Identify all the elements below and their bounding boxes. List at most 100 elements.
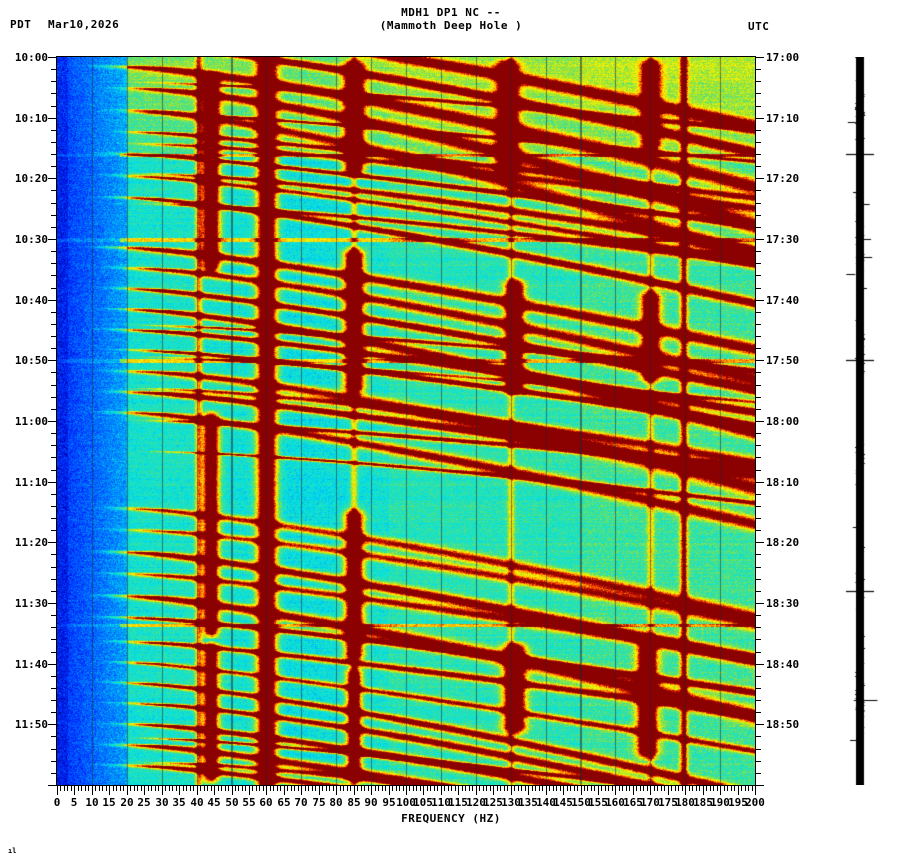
x-tick-minor [664, 786, 665, 791]
x-axis-label: 70 [294, 796, 308, 809]
y-tick-left [48, 603, 57, 604]
x-tick-minor [322, 786, 323, 791]
x-axis-label: 145 [553, 796, 573, 809]
seismogram-trace[interactable] [840, 57, 880, 785]
x-tick-minor [193, 786, 194, 791]
x-axis-label: 50 [225, 796, 239, 809]
x-tick-minor [622, 786, 623, 791]
x-tick-minor [539, 786, 540, 791]
x-axis-label: 60 [259, 796, 273, 809]
x-axis-label: 100 [396, 796, 416, 809]
x-tick-major [144, 786, 145, 795]
x-tick-minor [549, 786, 550, 791]
y-tick-right [755, 142, 761, 143]
x-tick-minor [682, 786, 683, 791]
x-tick-minor [259, 786, 260, 791]
x-tick-minor [444, 786, 445, 791]
x-tick-minor [420, 786, 421, 791]
y-tick-right [755, 627, 761, 628]
x-tick-minor [137, 786, 138, 791]
x-tick-minor [392, 786, 393, 791]
x-tick-minor [396, 786, 397, 791]
spectrogram-plot[interactable] [57, 57, 755, 785]
y-tick-left [48, 360, 57, 361]
x-axis-label: 195 [728, 796, 748, 809]
x-tick-minor [629, 786, 630, 791]
x-axis-label: 30 [155, 796, 169, 809]
x-tick-minor [270, 786, 271, 791]
x-axis-label: 0 [53, 796, 61, 809]
x-tick-minor [277, 786, 278, 791]
y-tick-right [755, 494, 761, 495]
x-tick-minor [612, 786, 613, 791]
x-tick-major [162, 786, 163, 795]
x-tick-minor [727, 786, 728, 791]
y-axis-right-label: 17:30 [766, 233, 800, 246]
y-tick-left [51, 324, 57, 325]
y-tick-left [51, 81, 57, 82]
y-tick-left [51, 639, 57, 640]
x-tick-minor [151, 786, 152, 791]
x-tick-major [249, 786, 250, 795]
x-tick-minor [207, 786, 208, 791]
y-tick-left [51, 263, 57, 264]
x-tick-major [74, 786, 75, 795]
y-tick-left [51, 676, 57, 677]
y-tick-right [755, 639, 761, 640]
y-tick-left [51, 397, 57, 398]
y-tick-left [48, 724, 57, 725]
y-tick-left [51, 166, 57, 167]
x-axis-label: 5 [70, 796, 78, 809]
y-tick-right [755, 300, 764, 301]
x-tick-minor [287, 786, 288, 791]
y-tick-right [755, 445, 761, 446]
x-tick-minor [305, 786, 306, 791]
x-tick-minor [532, 786, 533, 791]
x-tick-minor [626, 786, 627, 791]
x-tick-minor [165, 786, 166, 791]
x-tick-major [319, 786, 320, 795]
y-tick-right [755, 470, 761, 471]
x-axis-label: 185 [693, 796, 713, 809]
seismogram-canvas [840, 57, 880, 785]
x-tick-minor [500, 786, 501, 791]
y-tick-left [51, 203, 57, 204]
x-tick-minor [486, 786, 487, 791]
y-tick-right [755, 457, 761, 458]
x-axis-label: 90 [364, 796, 378, 809]
y-tick-right [755, 118, 764, 119]
x-tick-major [92, 786, 93, 795]
x-tick-minor [689, 786, 690, 791]
y-axis-left-label: 10:50 [14, 354, 48, 367]
x-tick-major [598, 786, 599, 795]
x-tick-minor [340, 786, 341, 791]
x-axis-title: FREQUENCY (HZ) [401, 812, 501, 825]
x-tick-major [336, 786, 337, 795]
y-tick-right [755, 433, 761, 434]
x-tick-major [423, 786, 424, 795]
y-tick-right [755, 106, 761, 107]
y-axis-left-label: 10:00 [14, 51, 48, 64]
x-tick-major [493, 786, 494, 795]
x-tick-minor [643, 786, 644, 791]
x-tick-minor [385, 786, 386, 791]
x-tick-minor [451, 786, 452, 791]
x-tick-minor [748, 786, 749, 791]
y-tick-left [51, 494, 57, 495]
x-tick-minor [724, 786, 725, 791]
y-tick-right [755, 421, 764, 422]
y-tick-left [51, 652, 57, 653]
x-axis-label: 80 [329, 796, 343, 809]
x-tick-minor [657, 786, 658, 791]
y-tick-left [51, 688, 57, 689]
x-tick-minor [399, 786, 400, 791]
x-tick-major [406, 786, 407, 795]
x-tick-minor [148, 786, 149, 791]
page-subtitle: (Mammoth Deep Hole ) [379, 19, 523, 32]
x-tick-major [511, 786, 512, 795]
x-tick-minor [155, 786, 156, 791]
y-axis-left-label: 10:20 [14, 172, 48, 185]
x-tick-minor [465, 786, 466, 791]
x-tick-minor [95, 786, 96, 791]
x-tick-minor [172, 786, 173, 791]
